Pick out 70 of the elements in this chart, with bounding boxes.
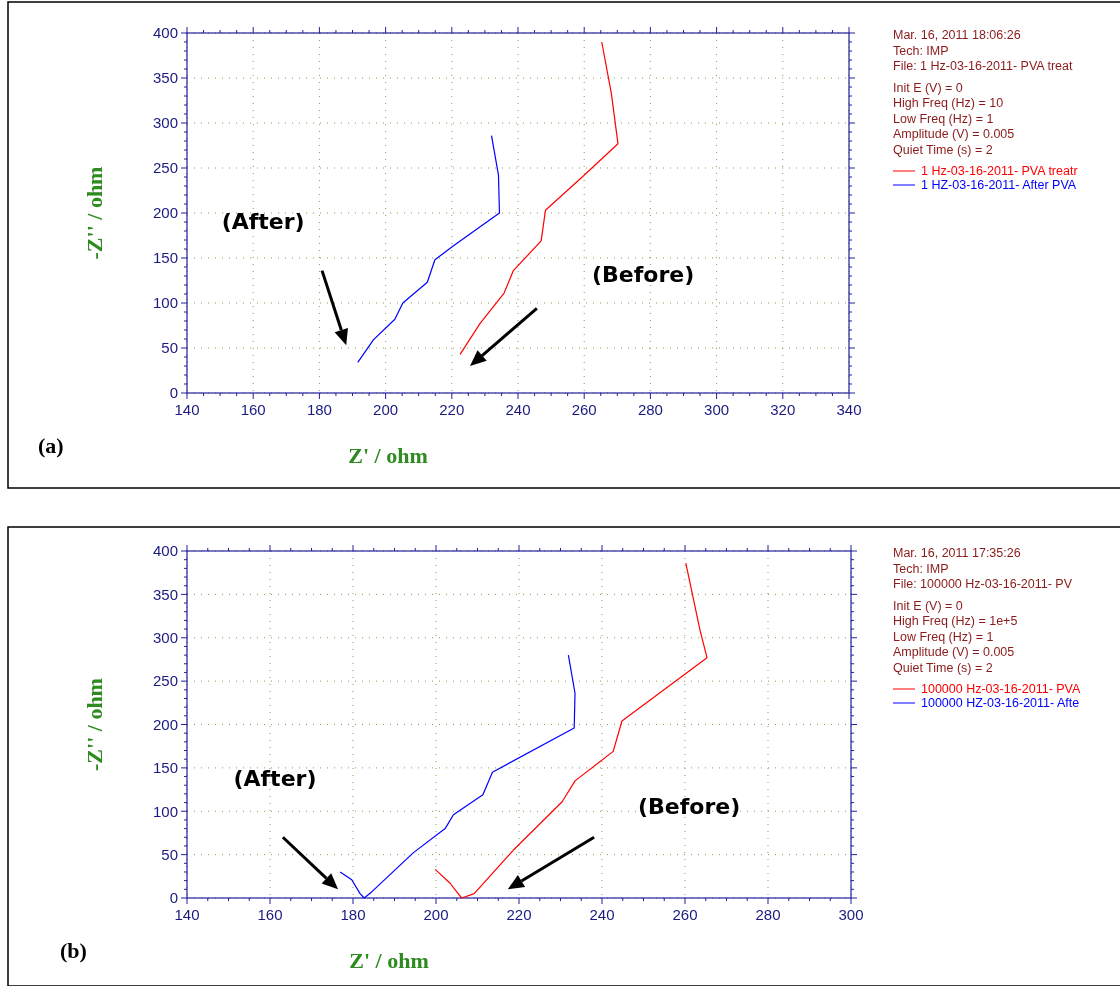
text: File: 100000 Hz-03-16-2011- PV: [893, 577, 1073, 591]
x-tick-label: 220: [506, 906, 532, 923]
y-axis-title: -Z'' / ohm: [82, 678, 107, 771]
line-series: [339, 654, 576, 899]
x-tick-label: 240: [589, 906, 615, 923]
x-tick-label: 180: [306, 401, 332, 418]
annotation: (Before): [638, 793, 741, 819]
x-tick-label: 300: [704, 401, 730, 418]
text: Quiet Time (s) = 2: [893, 660, 993, 675]
x-tick-label: 180: [340, 906, 366, 923]
text: High Freq (Hz) = 1e+5: [893, 614, 1018, 628]
text: (b): [60, 938, 87, 963]
y-tick-label: 250: [152, 159, 178, 177]
x-tick-label: 320: [770, 401, 796, 418]
y-tick-label: 300: [152, 629, 178, 646]
text: Low Freq (Hz) = 1: [893, 629, 994, 644]
x-tick-label: 140: [174, 906, 200, 923]
text: (a): [38, 433, 64, 458]
text: Quiet Time (s) = 2: [893, 142, 993, 157]
text: Init E (V) = 0: [893, 598, 963, 613]
y-tick-label: 350: [152, 69, 178, 87]
x-tick-label: 280: [637, 401, 663, 418]
y-tick-label: 300: [152, 114, 178, 132]
x-tick-label: 340: [836, 401, 862, 418]
x-tick-label: 280: [755, 906, 781, 923]
x-tick-label: 200: [373, 401, 399, 418]
y-tick-label: 200: [152, 204, 178, 222]
x-axis-title: Z' / ohm: [348, 443, 428, 468]
y-tick-label: 400: [152, 24, 178, 42]
text: Mar. 16, 2011 18:06:26: [893, 28, 1021, 42]
y-tick-label: 150: [152, 249, 178, 267]
line-series: [357, 135, 501, 363]
y-tick-label: 150: [152, 759, 178, 777]
x-tick-label: 140: [174, 401, 200, 418]
y-tick-label: 100: [152, 802, 178, 820]
text: Low Freq (Hz) = 1: [893, 111, 994, 126]
x-tick-label: 240: [505, 401, 531, 418]
x-tick-label: 160: [240, 401, 266, 418]
text: Amplitude (V) = 0.005: [893, 127, 1015, 141]
text: Amplitude (V) = 0.005: [893, 645, 1015, 659]
y-tick-label: 0: [169, 889, 178, 907]
y-axis-title: -Z'' / ohm: [82, 166, 107, 260]
text: Tech: IMP: [893, 43, 949, 58]
y-tick-label: 250: [152, 672, 178, 690]
legend-label: 100000 Hz-03-16-2011- PVA: [921, 682, 1082, 696]
text: Tech: IMP: [893, 561, 949, 576]
text: High Freq (Hz) = 10: [893, 96, 1004, 110]
y-tick-label: 400: [152, 542, 178, 560]
x-tick-label: 300: [838, 906, 864, 923]
x-axis-title: Z' / ohm: [349, 948, 429, 973]
annotation: (After): [221, 208, 305, 234]
y-tick-label: 50: [161, 339, 178, 357]
y-tick-label: 100: [152, 294, 178, 312]
x-tick-label: 260: [571, 401, 597, 418]
legend-label: 1 HZ-03-16-2011- After PVA: [921, 178, 1077, 192]
x-tick-label: 160: [257, 906, 283, 923]
x-tick-label: 200: [423, 906, 449, 923]
text: Mar. 16, 2011 17:35:26: [893, 546, 1021, 560]
y-tick-label: 50: [161, 845, 178, 863]
x-tick-label: 260: [672, 906, 698, 923]
y-tick-label: 350: [152, 585, 178, 603]
x-tick-label: 220: [439, 401, 465, 418]
annotation: (Before): [591, 261, 695, 287]
y-tick-label: 0: [169, 384, 178, 402]
annotation: (After): [233, 765, 317, 791]
text: Init E (V) = 0: [893, 80, 963, 95]
legend-label: 100000 HZ-03-16-2011- Afte: [921, 696, 1080, 710]
text: File: 1 Hz-03-16-2011- PVA treat: [893, 59, 1074, 73]
y-tick-label: 200: [152, 715, 178, 733]
legend-label: 1 Hz-03-16-2011- PVA treatr: [921, 164, 1078, 178]
